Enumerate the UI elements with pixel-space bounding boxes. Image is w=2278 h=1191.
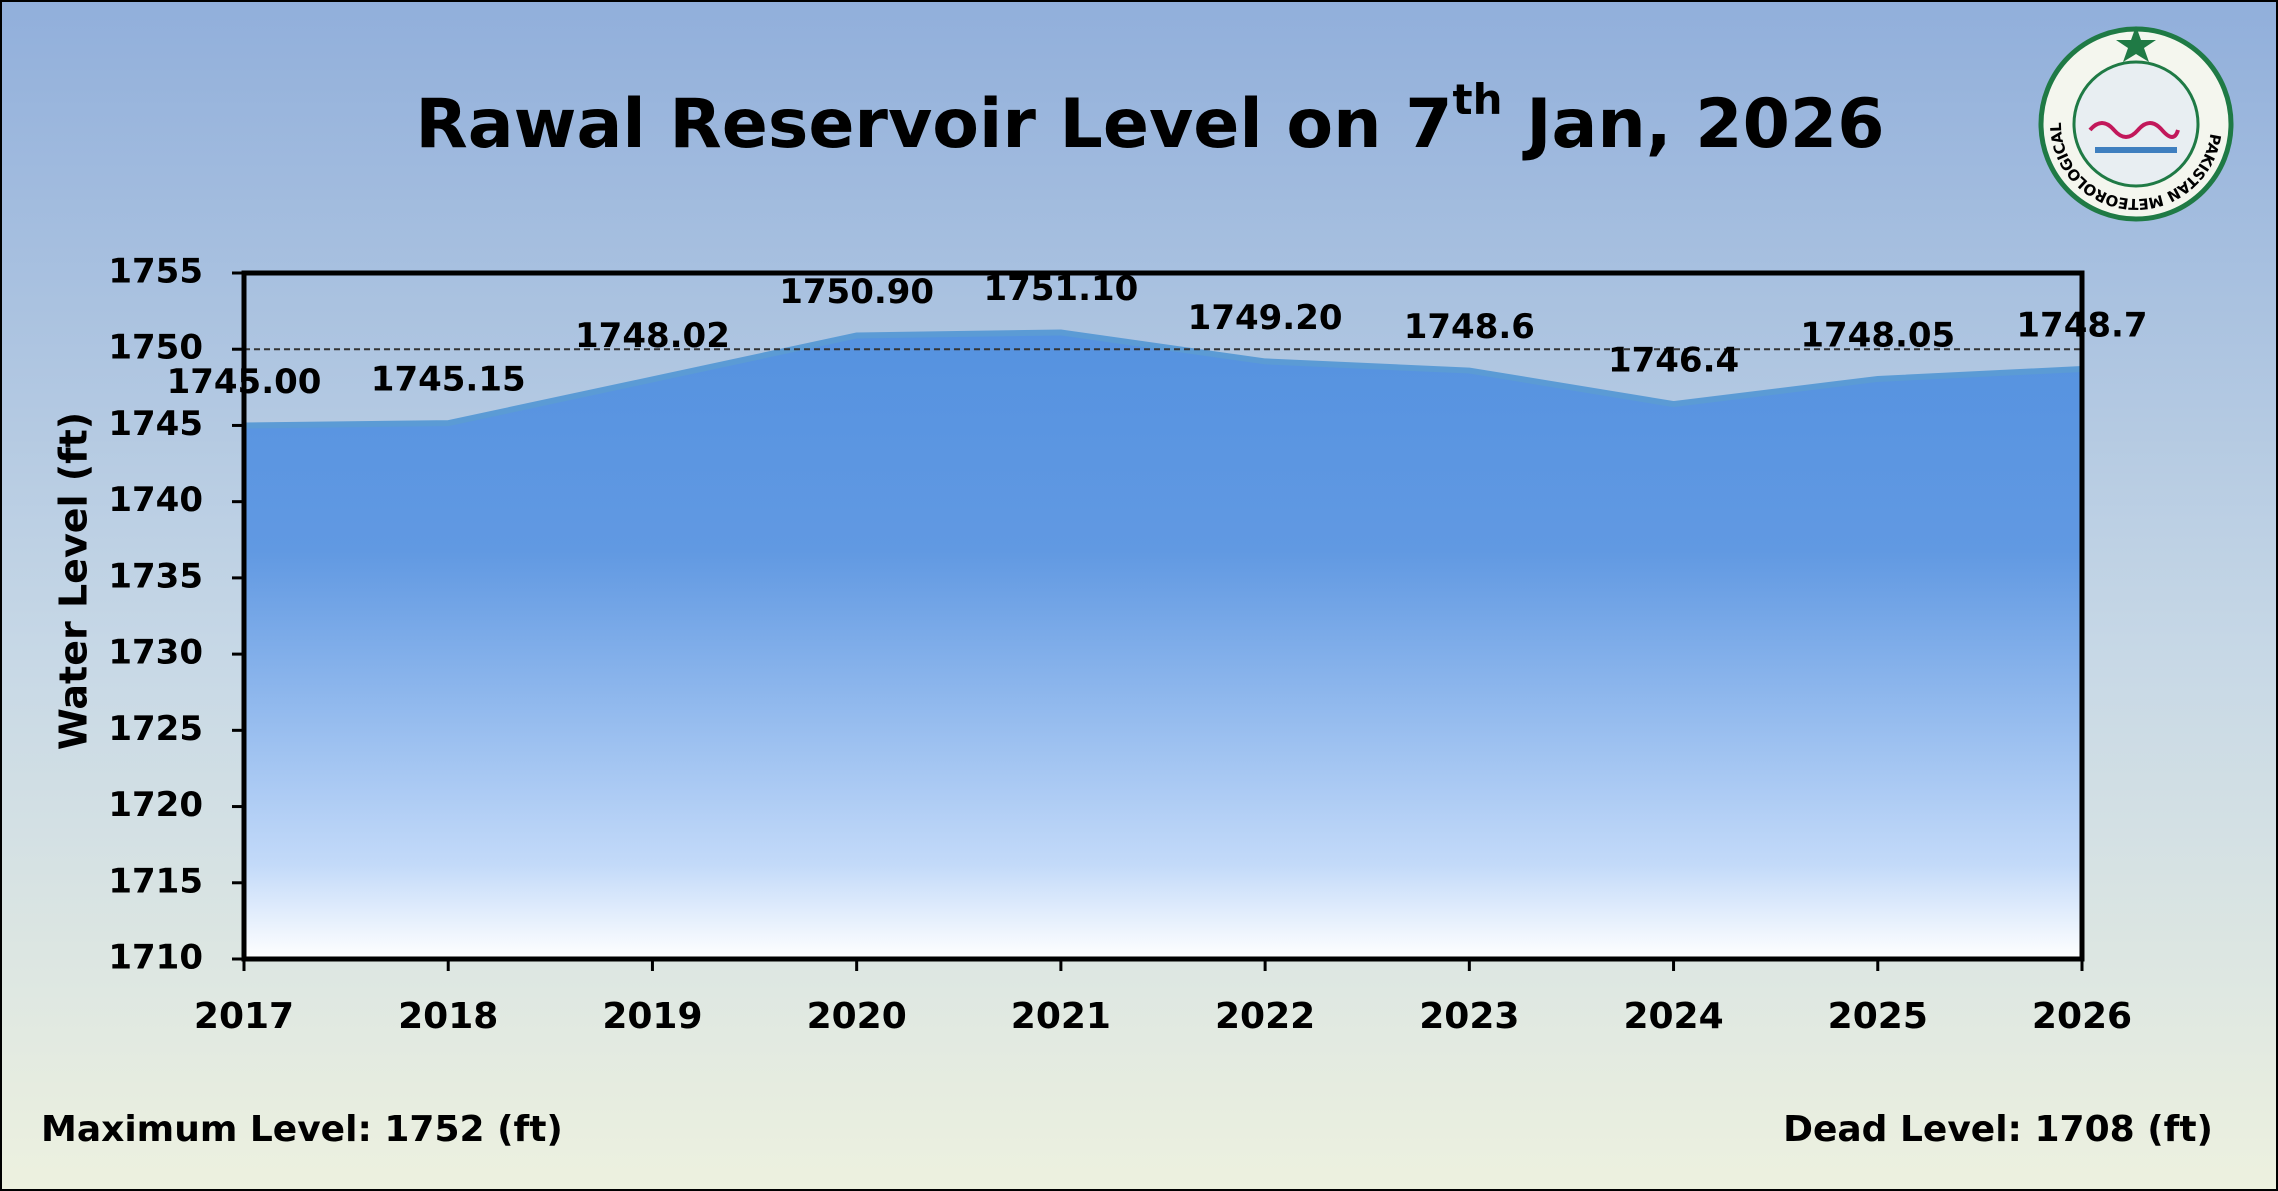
data-label: 1751.10 (983, 269, 1138, 309)
footer-left: Maximum Level: 1752 (ft) (41, 1109, 563, 1150)
x-tick-label: 2024 (1623, 996, 1723, 1037)
y-tick-label: 1710 (108, 938, 203, 978)
y-tick-label: 1750 (108, 328, 203, 368)
y-tick-label: 1735 (108, 556, 203, 596)
plot-frame (241, 270, 2085, 962)
title-sup: th (1453, 75, 1503, 124)
y-tick-label: 1720 (108, 785, 203, 825)
chart-title: Rawal Reservoir Level on 7th Jan, 2026 (415, 75, 1884, 164)
title-rest: Jan, 2026 (1503, 85, 1885, 164)
data-label: 1746.4 (1608, 341, 1739, 381)
data-label: 1750.90 (779, 272, 934, 312)
y-tick-label: 1725 (108, 709, 203, 749)
data-label: 1748.02 (575, 316, 730, 356)
x-tick-label: 2022 (1215, 996, 1315, 1037)
x-tick-label: 2026 (2032, 996, 2132, 1037)
area-line (243, 329, 2083, 429)
data-label: 1749.20 (1188, 298, 1343, 338)
x-tick-label: 2018 (398, 996, 498, 1037)
y-tick-label: 1745 (108, 404, 203, 444)
data-label: 1748.05 (1800, 315, 1955, 355)
x-tick-label: 2019 (602, 996, 702, 1037)
data-label: 1745.15 (371, 360, 526, 400)
x-tick-label: 2025 (1828, 996, 1928, 1037)
title-main: Rawal Reservoir Level on 7 (415, 85, 1452, 164)
x-tick-label: 2017 (194, 996, 294, 1037)
y-tick-label: 1740 (108, 480, 203, 520)
area (244, 332, 2082, 959)
y-tick-label: 1755 (108, 252, 203, 292)
data-label: 1748.6 (1404, 307, 1535, 347)
y-axis-label: Water Level (ft) (52, 412, 96, 750)
x-tick-label: 2020 (807, 996, 907, 1037)
footer-right: Dead Level: 1708 (ft) (1783, 1109, 2213, 1150)
x-tick-label: 2023 (1419, 996, 1519, 1037)
y-tick-label: 1730 (108, 633, 203, 673)
y-tick-label: 1715 (108, 861, 203, 901)
x-tick-label: 2021 (1011, 996, 1111, 1037)
